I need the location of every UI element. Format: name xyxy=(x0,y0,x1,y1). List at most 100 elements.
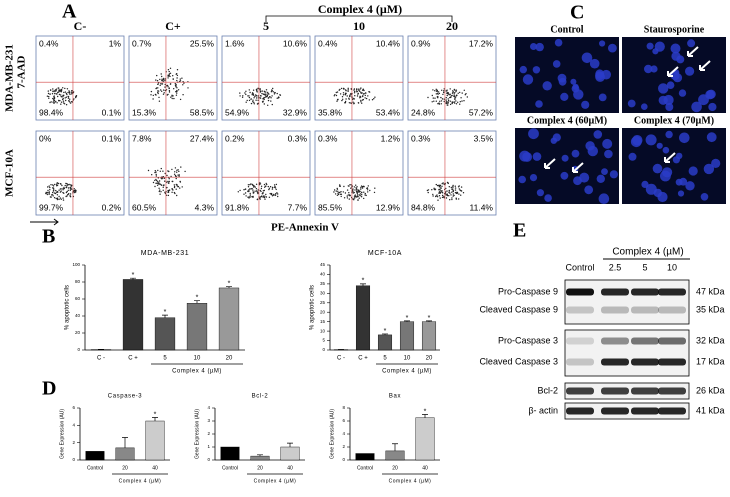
event-dot xyxy=(248,96,251,99)
event-dot xyxy=(69,189,72,191)
event-dot xyxy=(163,177,166,179)
event-dot xyxy=(247,190,249,192)
nucleus xyxy=(708,102,717,112)
band xyxy=(631,387,659,395)
event-dot xyxy=(452,190,454,192)
event-dot xyxy=(164,191,166,193)
event-dot xyxy=(353,195,356,197)
nucleus xyxy=(627,99,636,108)
event-dot xyxy=(347,185,349,187)
event-dot xyxy=(373,191,376,194)
row-label: MDA-MB-231 xyxy=(4,44,16,112)
event-dot xyxy=(277,193,279,195)
event-dot xyxy=(65,195,67,198)
event-dot xyxy=(347,87,349,90)
event-dot xyxy=(52,98,55,100)
event-dot xyxy=(439,185,441,188)
plot-frame xyxy=(314,35,404,121)
event-dot xyxy=(161,83,163,85)
event-dot xyxy=(443,91,445,94)
quadrant-percent: 98.4% xyxy=(39,107,64,117)
event-dot xyxy=(364,92,367,94)
event-dot xyxy=(156,184,159,186)
event-dot xyxy=(358,191,360,193)
event-dot xyxy=(440,103,442,105)
nucleus xyxy=(652,163,663,174)
event-dot xyxy=(433,187,435,189)
event-dot xyxy=(166,94,168,96)
event-dot xyxy=(361,192,363,194)
event-dot xyxy=(66,88,69,90)
y-tick-label: 0 xyxy=(322,347,325,352)
event-dot xyxy=(275,183,278,186)
event-dot xyxy=(168,73,171,75)
event-dot xyxy=(239,92,241,94)
event-dot xyxy=(344,102,346,104)
event-dot xyxy=(62,189,64,191)
image-label: Complex 4 (70µM) xyxy=(634,115,714,126)
event-dot xyxy=(160,83,162,85)
event-dot xyxy=(171,180,173,183)
event-dot xyxy=(435,195,437,197)
event-dot xyxy=(246,99,248,102)
nucleus xyxy=(598,93,607,102)
nucleus xyxy=(685,181,695,191)
nucleus xyxy=(573,89,584,100)
event-dot xyxy=(364,97,366,99)
event-dot xyxy=(465,93,467,95)
event-dot xyxy=(244,188,247,190)
event-dot xyxy=(441,194,444,197)
event-dot xyxy=(250,102,253,105)
y-tick-label: 0 xyxy=(72,457,75,462)
x-tick-label: 10 xyxy=(404,356,411,362)
event-dot xyxy=(358,194,360,196)
arrow xyxy=(572,162,584,173)
event-dot xyxy=(454,92,456,94)
event-dot xyxy=(56,197,59,199)
quadrant-percent: 0.4% xyxy=(39,38,59,48)
band xyxy=(566,288,594,296)
event-dot xyxy=(70,184,73,186)
event-dot xyxy=(69,98,71,100)
event-dot xyxy=(354,194,356,196)
event-dot xyxy=(242,95,244,97)
event-dot xyxy=(52,101,54,103)
error-bar xyxy=(162,314,168,318)
error-bar xyxy=(152,417,158,421)
event-dot xyxy=(161,78,163,80)
quadrant-percent: 7.8% xyxy=(132,133,152,143)
event-dot xyxy=(71,188,73,190)
event-dot xyxy=(248,99,251,102)
event-dot xyxy=(344,100,347,103)
event-dot xyxy=(173,184,175,186)
event-dot xyxy=(432,193,434,196)
nucleus xyxy=(670,70,680,81)
event-dot xyxy=(443,195,445,198)
event-dot xyxy=(160,73,162,75)
event-dot xyxy=(52,184,54,186)
event-dot xyxy=(252,189,254,191)
event-dot xyxy=(442,93,444,96)
nucleus xyxy=(557,73,567,83)
event-dot xyxy=(274,194,276,197)
event-dot xyxy=(159,84,161,87)
event-dot xyxy=(255,188,258,190)
x-tick-label: 5 xyxy=(163,356,167,362)
nucleus xyxy=(628,152,637,161)
quadrant-percent: 53.4% xyxy=(376,107,401,117)
nucleus xyxy=(687,39,696,48)
quadrant-percent: 12.9% xyxy=(376,202,401,212)
image-label: Staurosporine xyxy=(644,24,705,35)
event-dot xyxy=(343,185,345,188)
nucleus xyxy=(656,142,663,149)
event-dot xyxy=(45,191,47,194)
bar xyxy=(355,453,375,461)
y-tick-label: 60 xyxy=(75,296,81,301)
event-dot xyxy=(172,75,174,77)
event-dot xyxy=(150,94,152,96)
quadrant-percent: 0.2% xyxy=(225,133,245,143)
event-dot xyxy=(279,94,281,96)
event-dot xyxy=(157,90,160,92)
event-dot xyxy=(441,196,444,199)
